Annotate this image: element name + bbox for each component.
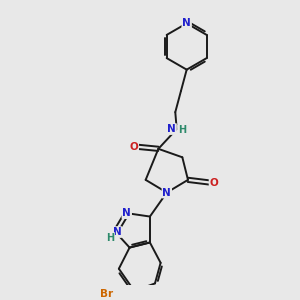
Text: N: N [162,188,171,198]
Text: H: H [106,233,115,243]
Text: O: O [129,142,138,152]
Text: N: N [182,18,191,28]
Text: O: O [210,178,218,188]
Text: N: N [112,227,121,237]
Text: N: N [122,208,131,218]
Text: H: H [178,125,186,136]
Text: Br: Br [100,289,113,299]
Text: N: N [167,124,176,134]
